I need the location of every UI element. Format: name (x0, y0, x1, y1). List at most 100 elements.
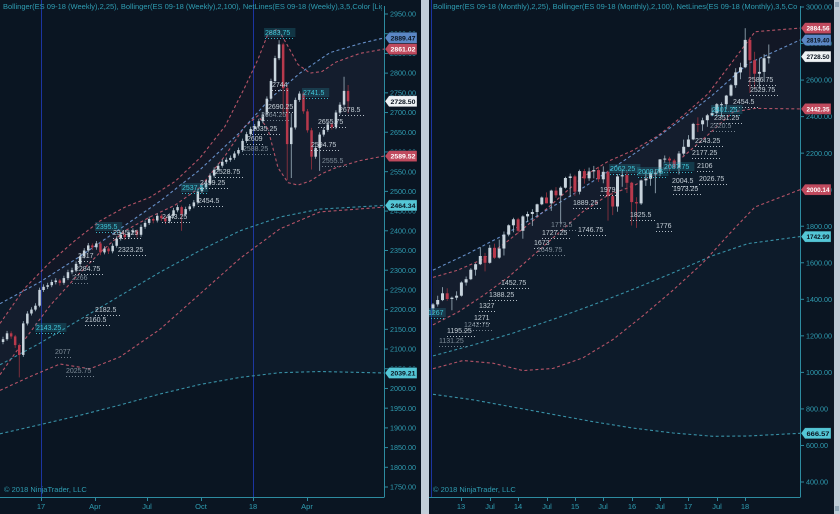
netline-price-label: 2741.5 (303, 90, 325, 97)
monthly-netline-labels: 2586.75 2529.75 2454.52401.252351.252320.5… (427, 77, 780, 347)
candle-body (587, 171, 591, 179)
candle-body (241, 140, 244, 150)
svg-text:Jul: Jul (655, 502, 665, 511)
candle-body (630, 182, 634, 203)
svg-text:2750.00: 2750.00 (390, 88, 416, 97)
price-badge-2889.47 (384, 32, 418, 44)
candle-body (249, 129, 252, 135)
svg-text:2300.00: 2300.00 (390, 266, 416, 275)
monthly-bb100-lower-line (432, 393, 801, 437)
netline-price-label: 1131.25 (439, 338, 464, 345)
svg-text:600.00: 600.00 (806, 441, 828, 450)
scrollbar-bottom-nub[interactable] (835, 506, 839, 511)
candle-body (143, 222, 147, 227)
candle-body (649, 172, 653, 179)
candle-body (724, 95, 728, 105)
netline-highlight (663, 162, 695, 171)
svg-text:1200.00: 1200.00 (806, 331, 832, 340)
candle-body (450, 297, 454, 299)
netline-price-label: 2454.5 (198, 198, 220, 205)
candle-body (720, 104, 723, 106)
candle-body (95, 243, 98, 248)
candle-body (441, 293, 444, 301)
scrollbar-top-nub[interactable] (835, 2, 839, 7)
svg-text:2650.00: 2650.00 (390, 128, 416, 137)
svg-text:800.00: 800.00 (806, 405, 828, 414)
candle-body (176, 207, 179, 211)
candle-body (281, 44, 285, 89)
candle-body (549, 190, 553, 204)
weekly-time-axis[interactable] (0, 497, 384, 513)
candle-body (168, 215, 171, 222)
candle-body (13, 336, 17, 346)
price-badge-value: 666.57 (807, 431, 830, 438)
candle-body (436, 300, 440, 305)
candle-body (493, 247, 496, 258)
netline-price-label: 1979 (600, 187, 616, 194)
price-badge-2039.21 (384, 367, 418, 379)
price-badge-value: 2589.52 (391, 154, 416, 161)
svg-text:Jul: Jul (542, 502, 552, 511)
candle-body (58, 280, 62, 283)
netline-price-label: 1889.25 (573, 200, 598, 207)
netline-price-label: 2351.25 (714, 115, 739, 122)
candle-body (573, 176, 577, 192)
candle-body (734, 72, 738, 86)
svg-text:1750.00: 1750.00 (390, 483, 416, 492)
weekly-netline-red-line (0, 206, 385, 391)
netline-price-label: 2004.5 (672, 178, 694, 185)
netline-price-label: 2664.25 (261, 112, 286, 119)
candle-body (273, 58, 277, 81)
candle-body (91, 245, 94, 248)
candle-body (568, 176, 572, 178)
netline-price-label: 2528.75 (215, 169, 240, 176)
svg-text:Apr: Apr (301, 502, 313, 511)
netline-price-label: 2499.25 (200, 180, 225, 187)
netline-price-label: 2143.25 (36, 325, 61, 332)
candle-body (530, 212, 534, 214)
candle-body (658, 159, 662, 173)
candle-body (677, 153, 681, 168)
netline-price-label: 2744 (272, 82, 288, 89)
candle-body (74, 263, 78, 271)
candle-body (753, 60, 757, 74)
candle-body (119, 234, 122, 239)
weekly-bb100-lower-line (0, 370, 385, 435)
candle-body (62, 278, 66, 283)
netline-price-label: 2323.25 (118, 247, 143, 254)
svg-text:400.00: 400.00 (806, 478, 828, 487)
candle-body (82, 250, 86, 257)
svg-text:Apr: Apr (89, 502, 101, 511)
weekly-bb25-upper-line (0, 28, 385, 324)
svg-text:1900.00: 1900.00 (390, 423, 416, 432)
svg-text:Jul: Jul (142, 502, 152, 511)
candle-body (277, 44, 281, 59)
candle-body (701, 120, 705, 125)
candle-body (502, 234, 506, 249)
netline-price-label: 2443.25 (162, 214, 187, 221)
netline-price-label: 1746.75 (578, 227, 603, 234)
price-badge-value: 2861.02 (391, 47, 416, 54)
price-badge-2728.50 (800, 50, 832, 63)
candle-body (497, 248, 501, 258)
candle-body (257, 121, 260, 127)
candle-body (285, 88, 289, 145)
right-scrollbar[interactable] (834, 0, 840, 514)
candle-body (245, 134, 248, 141)
candle-body (762, 58, 766, 72)
candle-body (261, 114, 265, 122)
svg-text:2250.00: 2250.00 (390, 286, 416, 295)
candle-body (459, 282, 463, 296)
monthly-price-axis[interactable] (800, 0, 833, 497)
svg-text:2950.00: 2950.00 (390, 10, 416, 19)
candle-body (5, 333, 9, 340)
panel-splitter[interactable] (419, 0, 429, 514)
netline-highlight (302, 88, 330, 97)
candle-body (87, 245, 90, 251)
candle-body (184, 209, 187, 215)
svg-text:2400.00: 2400.00 (806, 112, 832, 121)
candle-body (483, 256, 487, 263)
svg-text:3000.00: 3000.00 (806, 3, 832, 12)
netline-highlight (35, 323, 67, 332)
